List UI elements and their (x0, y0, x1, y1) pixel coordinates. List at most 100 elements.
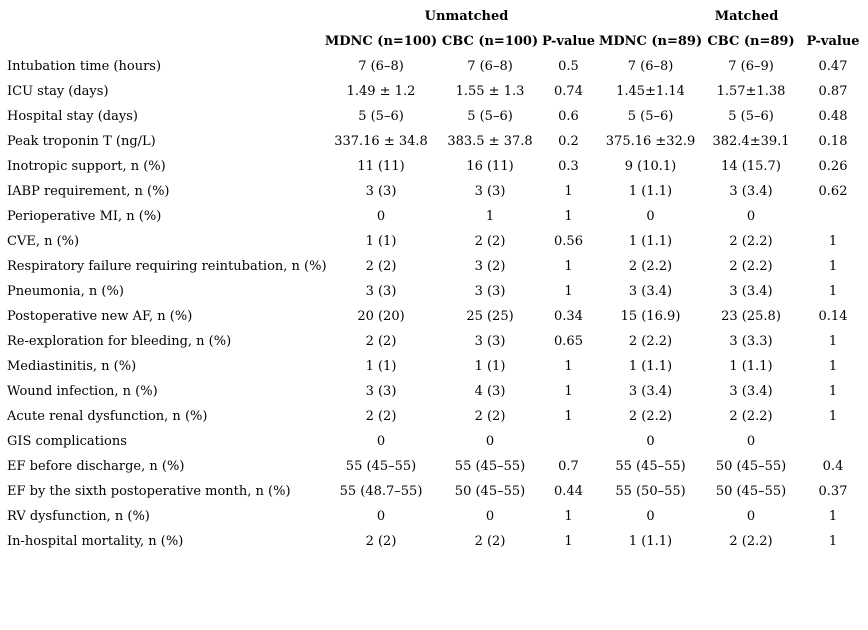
cell-value: 0 (746, 209, 756, 224)
table-row: Hospital stay (days) 5 (5–6) 5 (5–6) 0.6 5 (… (0, 104, 868, 129)
table-row: GIS complications 0 0 0 0 (0, 429, 868, 454)
column-header-row: MDNC (n=100) CBC (n=100) P-value MDNC (n… (0, 29, 868, 54)
cell-value: 1 (564, 384, 573, 399)
cell-value: 0.7 (558, 459, 579, 474)
cell-value: 0.26 (818, 159, 848, 174)
cell-value: 1 (828, 284, 838, 299)
cell-value: 3 (3.4) (628, 384, 673, 399)
group-header-unmatched: Unmatched (424, 9, 509, 24)
cell-value: 2 (2) (474, 534, 506, 549)
table-row: Perioperative MI, n (%) 0 1 1 0 0 (0, 204, 868, 229)
row-label: Perioperative MI, n (%) (7, 209, 162, 224)
cell-value: 0 (376, 209, 386, 224)
cell-value: 1 (1) (365, 234, 397, 249)
group-header-row: Unmatched Matched (0, 4, 868, 29)
column-header-pvalue-unmatched: P-value (541, 34, 596, 49)
cell-value: 5 (5–6) (358, 109, 404, 124)
cell-value: 0.2 (558, 134, 579, 149)
column-header-mdnc-matched: MDNC (n=89) (598, 34, 703, 49)
cell-value: 55 (48.7–55) (339, 484, 423, 499)
table-row: Mediastinitis, n (%) 1 (1) 1 (1) 1 1 (1.1) 1 … (0, 354, 868, 379)
cell-value: 2 (2.2) (729, 534, 773, 549)
table-row: Inotropic support, n (%) 11 (11) 16 (11) 0.… (0, 154, 868, 179)
row-label: Re-exploration for bleeding, n (%) (7, 334, 232, 349)
cell-value: 1 (564, 509, 573, 524)
row-label: Acute renal dysfunction, n (%) (7, 409, 208, 424)
row-label: Postoperative new AF, n (%) (7, 309, 193, 324)
cell-value: 1 (828, 384, 838, 399)
cell-value: 15 (16.9) (620, 309, 681, 324)
cell-value: 1 (828, 234, 838, 249)
table-row: ICU stay (days) 1.49 ± 1.2 1.55 ± 1.3 0.74 1… (0, 79, 868, 104)
cell-value: 55 (50–55) (615, 484, 686, 499)
cell-value: 3 (3) (365, 184, 397, 199)
cell-value: 337.16 ± 34.8 (334, 134, 428, 149)
cell-value: 1 (564, 534, 573, 549)
cell-value: 3 (3.4) (729, 384, 773, 399)
cell-value: 1 (828, 259, 838, 274)
column-header-variable (0, 29, 322, 54)
table-row: Re-exploration for bleeding, n (%) 2 (2) 3… (0, 329, 868, 354)
cell-value: 0 (646, 434, 655, 449)
cell-value: 0.3 (558, 159, 579, 174)
cell-value: 0.34 (554, 309, 583, 324)
table-row: EF before discharge, n (%) 55 (45–55) 55 (… (0, 454, 868, 479)
group-header-spacer (0, 4, 322, 29)
cell-value (798, 429, 868, 454)
cell-value: 1 (1) (365, 359, 397, 374)
cell-value: 7 (6–8) (358, 59, 404, 74)
cell-value: 14 (15.7) (721, 159, 781, 174)
table-row: RV dysfunction, n (%) 0 0 1 0 0 1 (0, 504, 868, 529)
cell-value: 16 (11) (466, 159, 514, 174)
cell-value: 1 (1) (474, 359, 506, 374)
cell-value: 1 (828, 334, 838, 349)
cell-value: 0.74 (554, 84, 583, 99)
cell-value: 25 (25) (466, 309, 514, 324)
cell-value: 9 (10.1) (624, 159, 677, 174)
cell-value: 1 (1.1) (628, 234, 673, 249)
cell-value: 1 (564, 284, 573, 299)
cell-value: 20 (20) (357, 309, 405, 324)
cell-value: 3 (3.4) (729, 184, 773, 199)
cell-value: 23 (25.8) (721, 309, 781, 324)
cell-value: 1 (828, 509, 838, 524)
cell-value: 55 (45–55) (615, 459, 686, 474)
cell-value: 50 (45–55) (454, 484, 526, 499)
table-row: Postoperative new AF, n (%) 20 (20) 25 (25… (0, 304, 868, 329)
row-label: GIS complications (7, 434, 127, 449)
row-label: Pneumonia, n (%) (7, 284, 124, 299)
cell-value: 1 (564, 259, 573, 274)
cell-value: 0.44 (554, 484, 583, 499)
cell-value: 0.47 (818, 59, 848, 74)
column-header-pvalue-matched: P-value (806, 34, 860, 49)
row-label: Hospital stay (days) (7, 109, 138, 124)
table-row: Pneumonia, n (%) 3 (3) 3 (3) 1 3 (3.4) 3 (3.4… (0, 279, 868, 304)
cell-value: 0.56 (554, 234, 583, 249)
cell-value: 0 (746, 509, 756, 524)
table-row: Acute renal dysfunction, n (%) 2 (2) 2 (2)… (0, 404, 868, 429)
cell-value: 2 (2) (365, 409, 397, 424)
row-label: Intubation time (hours) (7, 59, 162, 74)
table-row: EF by the sixth postoperative month, n (… (0, 479, 868, 504)
column-header-cbc-unmatched: CBC (n=100) (441, 34, 539, 49)
cell-value: 3 (3) (474, 284, 506, 299)
cell-value: 2 (2.2) (729, 409, 773, 424)
cell-value: 0.65 (554, 334, 583, 349)
cell-value: 0.6 (558, 109, 579, 124)
cell-value: 1 (1.1) (628, 534, 673, 549)
cell-value: 1 (564, 359, 573, 374)
table-row: IABP requirement, n (%) 3 (3) 3 (3) 1 1 (1.1… (0, 179, 868, 204)
row-label: IABP requirement, n (%) (7, 184, 170, 199)
cell-value: 382.4±39.1 (712, 134, 790, 149)
cell-value: 1 (1.1) (628, 359, 673, 374)
table-row: In-hospital mortality, n (%) 2 (2) 2 (2) 1 1… (0, 529, 868, 554)
table-row: Peak troponin T (ng/L) 337.16 ± 34.8 383.5… (0, 129, 868, 154)
cell-value: 1.49 ± 1.2 (346, 84, 416, 99)
cell-value: 2 (2) (365, 534, 397, 549)
cell-value: 0 (746, 434, 756, 449)
cell-value: 2 (2.2) (729, 259, 773, 274)
cell-value: 0.48 (818, 109, 848, 124)
cell-value: 3 (3.4) (628, 284, 673, 299)
cell-value: 0 (485, 509, 495, 524)
cell-value: 0 (646, 509, 655, 524)
